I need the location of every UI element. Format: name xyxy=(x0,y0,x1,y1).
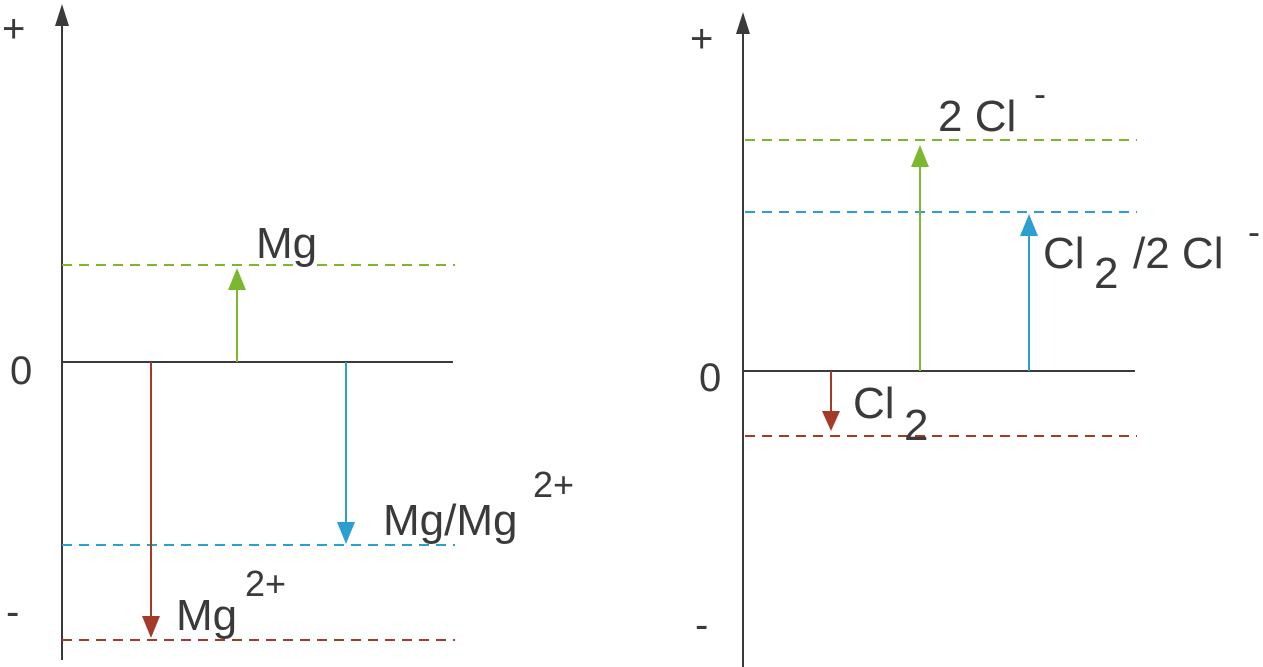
right-chloride-label-sup: - xyxy=(1034,73,1046,114)
left-diagram: + 0 - Mg Mg/Mg 2+ Mg 2+ xyxy=(2,4,574,660)
right-red-arrowhead xyxy=(822,411,840,431)
left-ion-label-sup: 2+ xyxy=(245,563,286,604)
right-couple-label-sup: - xyxy=(1248,211,1260,252)
left-plus-label: + xyxy=(2,7,25,51)
left-red-arrowhead xyxy=(142,616,160,638)
right-blue-arrowhead xyxy=(1020,214,1038,236)
right-chlorine-label-main: Cl xyxy=(853,379,895,428)
left-minus-label: - xyxy=(6,590,19,634)
right-couple-label-sub: 2 xyxy=(1094,249,1118,298)
right-axis-arrowhead xyxy=(736,12,750,34)
left-couple-label-sup: 2+ xyxy=(533,464,574,505)
left-blue-arrowhead xyxy=(337,522,355,544)
right-green-arrowhead xyxy=(911,145,929,167)
left-axis-arrowhead xyxy=(55,4,69,26)
left-mg-label: Mg xyxy=(256,219,317,268)
left-green-arrowhead xyxy=(228,268,246,290)
left-ion-label-main: Mg xyxy=(176,591,237,640)
left-zero-label: 0 xyxy=(10,349,32,393)
right-plus-label: + xyxy=(690,17,713,61)
right-couple-label-rest: /2 Cl xyxy=(1133,229,1223,278)
right-zero-label: 0 xyxy=(699,356,721,400)
left-couple-label-main: Mg/Mg xyxy=(383,496,517,545)
right-minus-label: - xyxy=(695,603,708,647)
right-chloride-label-main: 2 Cl xyxy=(938,92,1016,141)
right-couple-label-main: Cl xyxy=(1043,229,1085,278)
right-chlorine-label-sub: 2 xyxy=(904,401,928,450)
right-diagram: + 0 - 2 Cl - Cl 2 /2 Cl - Cl 2 xyxy=(690,12,1260,667)
